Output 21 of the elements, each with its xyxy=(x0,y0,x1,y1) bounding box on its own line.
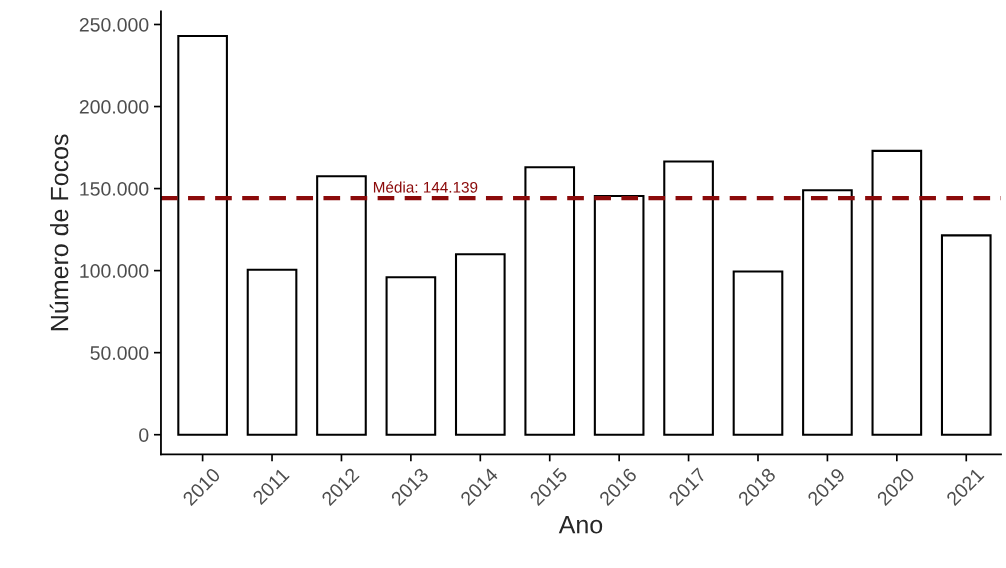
bar xyxy=(802,189,853,436)
y-tick-label: 100.000 xyxy=(80,264,149,278)
bar xyxy=(940,234,992,436)
bar xyxy=(732,270,784,436)
x-axis-title: Ano xyxy=(558,516,603,534)
y-axis-title: Número de Focos xyxy=(49,134,69,331)
bar xyxy=(385,276,437,436)
bar xyxy=(871,149,923,436)
bar xyxy=(454,253,506,436)
y-tick-label: 250.000 xyxy=(79,17,149,32)
ref-line-label: Média: 144.139 xyxy=(373,181,478,193)
bar xyxy=(663,160,714,436)
y-tick-label: 200.000 xyxy=(79,100,149,114)
y-tick-label: 50.000 xyxy=(90,346,149,360)
y-tick-label: 0 xyxy=(139,428,149,442)
bar xyxy=(524,166,576,436)
bar xyxy=(246,268,298,436)
bar xyxy=(593,194,645,436)
y-tick-label: 150.000 xyxy=(80,182,149,196)
bar xyxy=(177,34,228,436)
bar xyxy=(316,175,367,436)
